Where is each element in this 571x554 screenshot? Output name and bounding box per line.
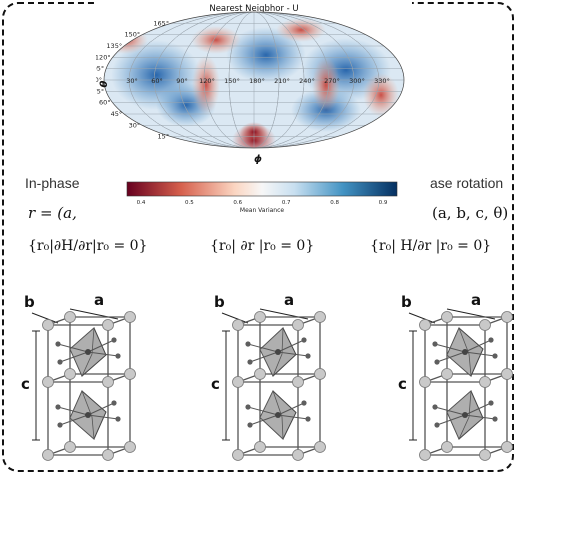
phi-tick-label: 330° <box>374 77 390 85</box>
phi-tick-label: 120° <box>199 77 215 85</box>
colorbar-tick-label: 0.6 <box>233 200 242 206</box>
crystal-middle: b a c <box>211 291 326 461</box>
phi-tick-label: 240° <box>299 77 315 85</box>
crystal-in-phase: b a c <box>21 291 136 461</box>
rotation-label: ase rotation <box>430 175 504 191</box>
axis-a-label: a <box>284 291 294 309</box>
phi-tick-label: 210° <box>274 77 290 85</box>
axis-c-label: c <box>21 375 30 393</box>
colorbar-tick-label: 0.8 <box>330 200 339 206</box>
colorbar-tick-label: 0.7 <box>282 200 291 206</box>
colorbar-tick-label: 0.5 <box>185 200 194 206</box>
theta-tick-label: 150° <box>125 31 141 39</box>
colorbar-label: Mean Variance <box>240 207 284 214</box>
colorbar <box>126 181 398 197</box>
axis-b-label: b <box>401 293 412 311</box>
phi-tick-label: 300° <box>349 77 365 85</box>
axis-a-label: a <box>94 291 104 309</box>
phi-tick-label: 30° <box>126 77 138 85</box>
theta-tick-label: 75° <box>96 87 104 95</box>
variance-map-svg: Nearest Neigbhor - U 30° 60° 90° 120° 150° 18… <box>88 4 405 214</box>
variance-map-panel: Nearest Neigbhor - U 30° 60° 90° 120° 150° 18… <box>88 0 412 220</box>
phi-tick-label: 150° <box>224 77 240 85</box>
theta-tick-label: 135° <box>106 42 122 50</box>
axis-c-label: c <box>211 375 220 393</box>
axis-b-label: b <box>24 293 35 311</box>
phi-axis-label: ϕ <box>254 154 262 165</box>
phi-tick-label: 270° <box>324 77 340 85</box>
theta-tick-label: 15° <box>158 133 170 141</box>
phi-tick-label: 90° <box>176 77 188 85</box>
middle-condition: {r₀| ∂r |r₀ = 0} <box>210 238 315 254</box>
left-condition: {r₀|∂H/∂r|r₀ = 0} <box>28 238 148 254</box>
map-outline <box>103 11 405 149</box>
colorbar-tick-label: 0.9 <box>379 200 388 206</box>
phi-tick-label: 180° <box>249 77 265 85</box>
theta-tick-label: 90° <box>96 76 102 84</box>
theta-tick-label: 30° <box>129 121 141 129</box>
map-gridlines <box>104 12 404 148</box>
theta-tick-label: 45° <box>111 110 123 118</box>
axis-c-label: c <box>398 375 407 393</box>
right-condition: {r₀| H/∂r |r₀ = 0} <box>370 238 492 254</box>
theta-axis-label: θ <box>99 80 110 87</box>
right-coordinates: (a, b, c, θ) <box>432 204 509 222</box>
theta-tick-label: 165° <box>153 19 169 27</box>
theta-tick-label: 60° <box>99 99 111 107</box>
crystal-rotation: b a c <box>398 291 513 461</box>
phi-tick-labels: 30° 60° 90° 120° 150° 180° 210° 240° 270° 300° 330… <box>126 77 390 85</box>
phi-tick-label: 60° <box>151 77 163 85</box>
theta-tick-label: 120° <box>96 53 111 61</box>
map-title: Nearest Neigbhor - U <box>209 4 298 14</box>
axis-b-label: b <box>214 293 225 311</box>
theta-tick-label: 105° <box>96 65 104 73</box>
theta-tick-labels: 165°150°135°120°105°90°75°60°45°30°15° <box>88 19 170 141</box>
in-phase-label: In-phase <box>25 175 80 191</box>
left-coordinates: r = (a, <box>28 204 77 222</box>
colorbar-ticks: 0.4 0.5 0.6 0.7 0.8 0.9 <box>137 200 388 206</box>
axis-a-label: a <box>471 291 481 309</box>
colorbar-tick-label: 0.4 <box>137 200 146 206</box>
